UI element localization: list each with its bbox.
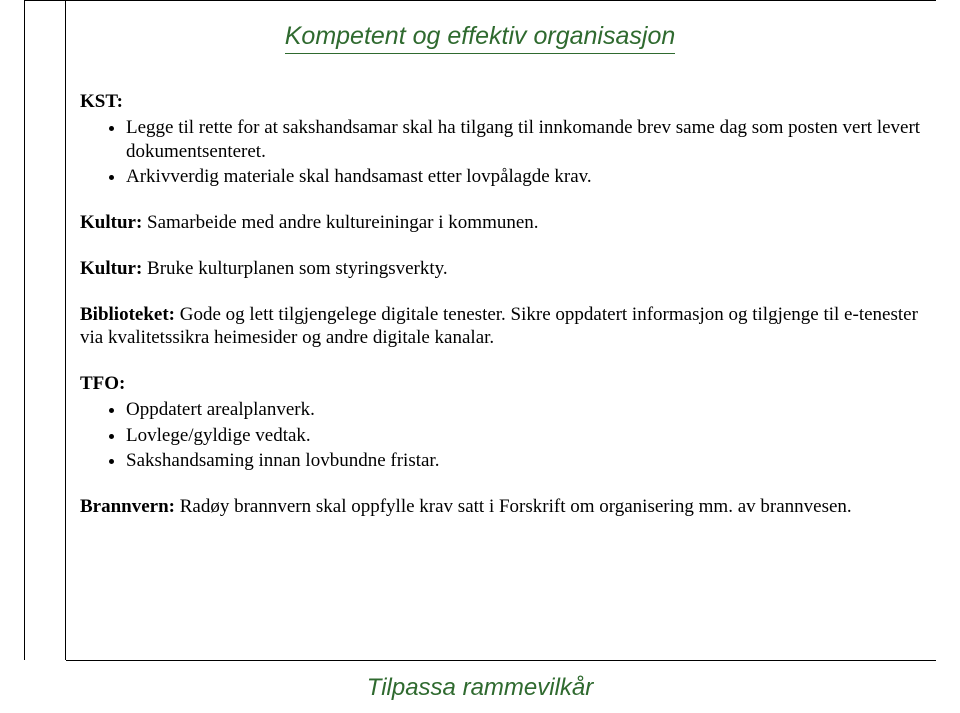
footer-wrap: Tilpassa rammevilkår [0,674,960,702]
kst-bullets: Legge til rette for at sakshandsamar ska… [80,116,922,189]
kst-label: KST: [80,90,922,114]
kultur-label-1: Kultur: [80,212,142,233]
section-kst: KST: Legge til rette for at sakshandsama… [80,90,922,189]
left-rail-box [24,0,66,660]
header-title-wrap: Kompetent og effektiv organisasjon [0,22,960,54]
tfo-bullets: Oppdatert arealplanverk. Lovlege/gyldige… [80,398,922,473]
list-item: Legge til rette for at sakshandsamar ska… [126,116,922,164]
section-brannvern: Brannvern: Radøy brannvern skal oppfylle… [80,495,922,519]
footer-text: Tilpassa rammevilkår [367,674,594,701]
section-tfo: TFO: Oppdatert arealplanverk. Lovlege/gy… [80,372,922,473]
biblioteket-label: Biblioteket: [80,304,175,325]
list-item: Arkivverdig materiale skal handsamast et… [126,165,922,189]
bottom-horizontal-rule [66,660,936,661]
kultur-text-1: Samarbeide med andre kultureiningar i ko… [142,212,538,233]
header-title: Kompetent og effektiv organisasjon [285,22,676,54]
document-page: Kompetent og effektiv organisasjon KST: … [0,0,960,713]
brannvern-label: Brannvern: [80,496,175,517]
top-horizontal-rule [66,0,936,1]
body-content: KST: Legge til rette for at sakshandsama… [80,90,922,541]
section-biblioteket: Biblioteket: Gode og lett tilgjengelege … [80,303,922,351]
list-item: Lovlege/gyldige vedtak. [126,424,922,448]
list-item: Oppdatert arealplanverk. [126,398,922,422]
section-kultur-samarbeide: Kultur: Samarbeide med andre kultureinin… [80,211,922,235]
kultur-label-2: Kultur: [80,258,142,279]
biblioteket-text: Gode og lett tilgjengelege digitale tene… [80,304,918,349]
section-kultur-plan: Kultur: Bruke kulturplanen som styringsv… [80,257,922,281]
kultur-text-2: Bruke kulturplanen som styringsverkty. [142,258,447,279]
list-item: Sakshandsaming innan lovbundne fristar. [126,449,922,473]
tfo-label: TFO: [80,372,922,396]
brannvern-text: Radøy brannvern skal oppfylle krav satt … [175,496,852,517]
